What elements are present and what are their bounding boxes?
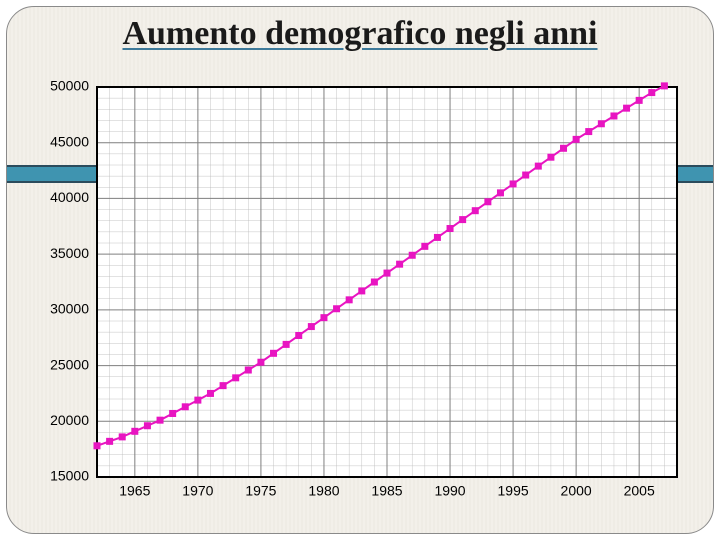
slide-title: Aumento demografico negli anni (7, 15, 713, 53)
svg-text:15000: 15000 (50, 468, 89, 484)
svg-text:20000: 20000 (50, 412, 89, 428)
slide: Aumento demografico negli anni 15000 2000… (0, 0, 720, 540)
svg-text:25000: 25000 (50, 356, 89, 372)
svg-text:50000: 50000 (50, 81, 89, 94)
svg-text:1980: 1980 (308, 482, 339, 498)
svg-text:30000: 30000 (50, 301, 89, 317)
svg-text:1970: 1970 (182, 482, 213, 498)
svg-text:1990: 1990 (434, 482, 465, 498)
svg-text:45000: 45000 (50, 133, 89, 149)
svg-text:2000: 2000 (561, 482, 592, 498)
demographic-chart: 15000 20000 25000 30000 35000 40000 45000 50000… (35, 81, 687, 511)
svg-text:1985: 1985 (371, 482, 402, 498)
svg-text:40000: 40000 (50, 189, 89, 205)
chart-svg: 15000 20000 25000 30000 35000 40000 45000 50000… (35, 81, 687, 511)
svg-text:1995: 1995 (498, 482, 529, 498)
svg-text:2005: 2005 (624, 482, 655, 498)
svg-text:1965: 1965 (119, 482, 150, 498)
svg-text:1975: 1975 (245, 482, 276, 498)
slide-frame: Aumento demografico negli anni 15000 2000… (6, 6, 714, 534)
svg-text:35000: 35000 (50, 245, 89, 261)
